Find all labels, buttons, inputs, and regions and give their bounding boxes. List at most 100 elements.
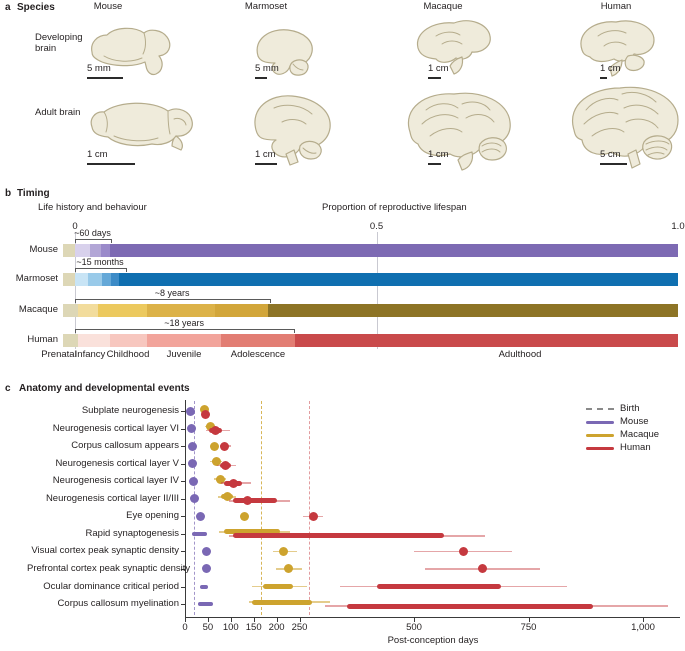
stage-label: Childhood bbox=[106, 349, 150, 360]
timeline-species-label: Macaque bbox=[18, 304, 58, 315]
marmoset-adult-brain-illustration bbox=[254, 95, 331, 166]
scalebar-label: 1 cm bbox=[428, 149, 449, 160]
birth-line-macaque bbox=[260, 401, 262, 615]
range-thick-human bbox=[233, 533, 444, 539]
axis-tick-label: 0 bbox=[72, 221, 78, 232]
data-dot-mouse bbox=[201, 564, 211, 574]
gridline-0 bbox=[75, 232, 76, 349]
human-adult-brain-illustration bbox=[571, 86, 679, 169]
x-tick bbox=[276, 618, 278, 622]
event-label: Neurogenesis cortical layer IV bbox=[52, 475, 179, 487]
mouse-adult-brain-illustration bbox=[90, 102, 193, 151]
x-tick-label: 250 bbox=[291, 622, 308, 633]
event-label: Ocular dominance critical period bbox=[43, 580, 179, 592]
timeline-bar-segment bbox=[90, 244, 101, 257]
stage-label: Infancy bbox=[74, 349, 106, 360]
scalebar bbox=[87, 163, 135, 165]
event-label: Subplate neurogenesis bbox=[81, 405, 179, 416]
scalebar bbox=[600, 163, 627, 165]
row-label-developing-brain: Developing brain bbox=[35, 32, 83, 54]
timeline-bar-segment bbox=[62, 244, 75, 257]
birth-line-mouse bbox=[194, 401, 196, 615]
macaque-adult-brain-illustration bbox=[407, 92, 511, 171]
data-dot-mouse bbox=[188, 441, 198, 451]
birth-line-human bbox=[308, 401, 310, 615]
timeline-bar-segment bbox=[88, 273, 103, 286]
x-tick bbox=[230, 618, 232, 622]
y-tick bbox=[181, 568, 185, 570]
panel-b-left-axis-title: Life history and behaviour bbox=[38, 202, 147, 213]
x-tick-label: 100 bbox=[222, 622, 239, 633]
x-axis-title: Post-conception days bbox=[387, 635, 479, 646]
data-dot-mouse bbox=[185, 406, 195, 416]
panel-c-label: c bbox=[5, 383, 11, 394]
data-dot-mouse bbox=[187, 424, 197, 434]
event-label: Eye opening bbox=[126, 510, 179, 522]
legend-line bbox=[586, 433, 614, 437]
timeline-species-label: Marmoset bbox=[15, 273, 58, 284]
timeline-bar-segment bbox=[146, 334, 221, 347]
duration-annotation: ~8 years bbox=[154, 288, 190, 298]
panel-a-title: Species bbox=[17, 2, 55, 13]
scalebar bbox=[87, 77, 123, 79]
scalebar-label: 1 cm bbox=[428, 63, 449, 74]
duration-bracket bbox=[75, 268, 128, 272]
y-tick bbox=[181, 446, 185, 448]
x-tick-label: 0 bbox=[182, 622, 188, 633]
duration-annotation: ~60 days bbox=[74, 228, 111, 238]
column-header-marmoset: Marmoset bbox=[244, 1, 288, 12]
event-label: Rapid synaptogenesis bbox=[85, 527, 179, 539]
data-dot-mouse bbox=[195, 511, 205, 521]
range-thick-human bbox=[233, 498, 277, 504]
data-dot-human bbox=[201, 409, 211, 419]
x-tick bbox=[528, 618, 530, 622]
x-tick-label: 50 bbox=[202, 622, 214, 633]
range-thick-macaque bbox=[262, 584, 294, 589]
data-dot-mouse bbox=[189, 494, 199, 504]
timeline-bar-segment bbox=[295, 334, 678, 347]
data-dot-human bbox=[458, 546, 468, 556]
y-tick bbox=[181, 551, 185, 553]
timeline-bar-segment bbox=[102, 273, 112, 286]
axis-tick-label: 1.0 bbox=[671, 221, 685, 232]
y-tick bbox=[181, 533, 185, 535]
data-dot-macaque bbox=[215, 474, 225, 484]
timeline-bar-segment bbox=[75, 273, 89, 286]
scalebar bbox=[255, 163, 277, 165]
range-thick-macaque bbox=[223, 529, 281, 535]
duration-bracket bbox=[75, 329, 296, 333]
x-tick bbox=[643, 618, 644, 622]
legend-label: Human bbox=[620, 442, 651, 453]
scalebar bbox=[428, 163, 441, 165]
timeline-bar-segment bbox=[100, 244, 110, 257]
column-header-macaque: Macaque bbox=[423, 1, 463, 12]
panel-a-label: a bbox=[5, 2, 11, 13]
data-dot-mouse bbox=[188, 459, 198, 469]
legend-line bbox=[586, 420, 614, 424]
duration-annotation: ~18 years bbox=[164, 318, 205, 328]
x-axis-line bbox=[185, 617, 680, 618]
scalebar-label: 1 cm bbox=[87, 149, 108, 160]
data-dot-human bbox=[308, 511, 318, 521]
range-thick-macaque bbox=[251, 599, 312, 605]
y-tick bbox=[181, 411, 185, 412]
event-label: Neurogenesis cortical layer V bbox=[55, 457, 179, 469]
y-tick bbox=[181, 481, 185, 483]
x-tick bbox=[207, 618, 209, 622]
scalebar-label: 1 cm bbox=[255, 149, 276, 160]
legend-line-dashed bbox=[586, 408, 614, 410]
x-tick bbox=[299, 618, 301, 622]
legend-line bbox=[586, 446, 614, 450]
x-tick-label: 150 bbox=[245, 622, 262, 633]
data-dot-macaque bbox=[284, 564, 293, 574]
stage-label: Adolescence bbox=[230, 349, 286, 360]
timeline-bar-segment bbox=[75, 244, 91, 257]
marmoset-developing-brain-illustration bbox=[256, 29, 313, 76]
data-dot-macaque bbox=[212, 457, 222, 467]
timeline-bar-segment bbox=[214, 304, 268, 317]
x-tick-label: 750 bbox=[520, 622, 537, 633]
timeline-bar-segment bbox=[78, 304, 98, 317]
panel-b-right-axis-title: Proportion of reproductive lifespan bbox=[322, 202, 467, 213]
event-label: Neurogenesis cortical layer VI bbox=[52, 422, 179, 434]
